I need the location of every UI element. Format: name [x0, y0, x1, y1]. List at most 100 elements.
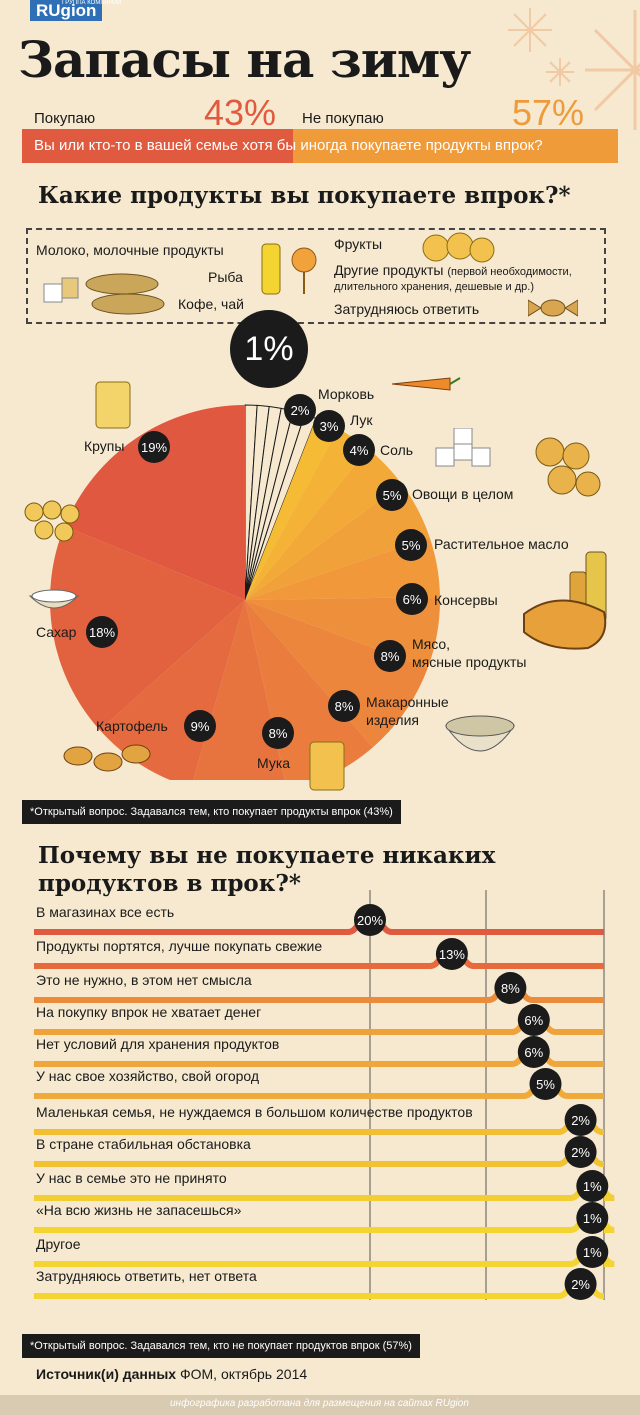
fruits-icon	[422, 232, 495, 263]
legend-box	[26, 228, 606, 324]
reason-label: Это не нужно, в этом нет смысла	[36, 972, 252, 988]
one-percent-bubble: 1%	[230, 310, 308, 388]
reason-bar	[34, 1242, 615, 1267]
pct-meat: 8%	[374, 640, 406, 672]
note-buyers: *Открытый вопрос. Задавался тем, кто пок…	[22, 800, 401, 824]
reason-label: Продукты портятся, лучше покупать свежие	[36, 938, 323, 954]
note-non-buyers: *Открытый вопрос. Задавался тем, кто не …	[22, 1334, 420, 1358]
label-meat-2: мясные продукты	[412, 654, 527, 670]
reason-percent: 1%	[583, 1245, 602, 1260]
pct-veg: 5%	[376, 479, 408, 511]
reason-percent: 5%	[536, 1077, 555, 1092]
legend-other: Другие продукты (первой необходимости,	[334, 262, 572, 278]
section-title-reasons-1: Почему вы не покупаете никаких	[38, 842, 496, 869]
pct-grain: 19%	[138, 431, 170, 463]
no-label: Не покупаю	[302, 110, 384, 127]
pie-slice	[50, 526, 246, 731]
section-title-reasons-2: продуктов в прок?*	[38, 870, 301, 897]
snowflake-icon	[508, 8, 640, 130]
yes-percent: 43%	[204, 92, 277, 133]
legend-coffee: Кофе, чай	[178, 296, 244, 312]
pct-oil: 5%	[395, 529, 427, 561]
yes-label: Покупаю	[34, 110, 96, 127]
reasons-chart: 20% 13% 8% 6% 6% 5% 2% 2% 1% 1% 1% 2%	[34, 890, 615, 1300]
pie-slice	[64, 405, 245, 600]
reason-badge	[354, 904, 386, 936]
label-carrot: Морковь	[318, 386, 375, 402]
reason-badge	[576, 1170, 609, 1202]
reason-percent: 6%	[524, 1013, 543, 1028]
pct-potato: 9%	[184, 710, 216, 742]
eggs-icon	[24, 500, 80, 542]
pie-slice	[99, 600, 245, 780]
reason-label: «На всю жизнь не запасешься»	[36, 1202, 242, 1218]
source: Источник(и) данных ФОМ, октябрь 2014	[36, 1366, 307, 1382]
no-percent: 57%	[512, 92, 585, 133]
reason-label: На покупку впрок не хватает денег	[36, 1004, 262, 1020]
label-sugar: Сахар	[36, 624, 77, 640]
onion-icon	[535, 437, 601, 497]
oil-bottle-icon	[261, 243, 317, 295]
reason-percent: 6%	[524, 1045, 543, 1060]
reason-label: У нас свое хозяйство, свой огород	[36, 1068, 260, 1084]
meat-icon	[523, 599, 607, 650]
source-label: Источник(и) данных	[36, 1366, 177, 1382]
pasta-bowl-icon	[445, 715, 515, 752]
brand-subtitle: ГРУППА КОМПАНИЙ	[62, 0, 122, 6]
page-title: Запасы на зиму	[18, 30, 471, 89]
fish-icon	[43, 273, 165, 315]
label-onion: Лук	[350, 412, 373, 428]
carrot-icon	[392, 377, 461, 391]
legend-difficult: Затрудняюсь ответить	[334, 301, 480, 317]
pct-salt: 4%	[343, 434, 375, 466]
pct-onion: 3%	[313, 410, 345, 442]
reason-percent: 1%	[583, 1211, 602, 1226]
pie-slice	[193, 600, 285, 780]
sugar-bowl-icon	[28, 589, 80, 609]
salt-cubes-icon	[435, 428, 491, 467]
reason-label: Маленькая семья, не нуждаемся в большом …	[36, 1104, 473, 1120]
reason-percent: 20%	[357, 913, 383, 928]
legend-fish: Рыба	[208, 269, 243, 285]
yes-bar	[22, 129, 293, 163]
label-flour: Мука	[257, 755, 291, 771]
reason-label: В стране стабильная обстановка	[36, 1136, 251, 1152]
question-text: Вы или кто-то в вашей семье хотя бы иног…	[34, 137, 543, 154]
reason-badge	[529, 1068, 562, 1100]
reason-label: Затрудняюсь ответить, нет ответа	[36, 1268, 257, 1284]
reason-percent: 2%	[571, 1113, 590, 1128]
pie-slice	[245, 428, 369, 600]
reason-badge	[564, 1268, 597, 1300]
reason-badge	[435, 938, 468, 970]
label-pasta-2: изделия	[366, 712, 419, 728]
no-bar	[293, 129, 618, 163]
pie-slice	[245, 483, 430, 600]
label-grain: Крупы	[84, 438, 125, 454]
reason-badge	[564, 1136, 597, 1168]
footer-bar	[0, 1395, 640, 1415]
reason-badge	[517, 1004, 550, 1036]
reason-percent: 8%	[501, 981, 520, 996]
label-salt: Соль	[380, 442, 414, 458]
reason-label: Нет условий для хранения продуктов	[36, 1036, 280, 1052]
label-potato: Картофель	[96, 718, 168, 734]
pct-flour: 8%	[262, 717, 294, 749]
label-oil: Растительное масло	[434, 536, 569, 552]
pie-chart	[50, 404, 440, 780]
pct-pasta: 8%	[328, 690, 360, 722]
reason-badge	[517, 1036, 550, 1068]
reason-badge	[576, 1236, 609, 1268]
pie-slice	[245, 448, 402, 600]
label-meat-1: Мясо,	[412, 636, 451, 652]
pct-carrot: 2%	[284, 394, 316, 426]
section-title-products: Какие продукты вы покупаете впрок?*	[38, 182, 571, 209]
flour-pack-icon	[309, 741, 345, 791]
reason-percent: 2%	[571, 1145, 590, 1160]
label-veg: Овощи в целом	[412, 486, 514, 502]
reason-badge	[494, 972, 527, 1004]
grain-bag-icon	[95, 381, 131, 429]
legend-milk: Молоко, молочные продукты	[36, 242, 224, 258]
pie-slice	[245, 418, 339, 600]
reason-percent: 1%	[583, 1179, 602, 1194]
legend-other-note: длительного хранения, дешевые и др.)	[334, 281, 535, 293]
